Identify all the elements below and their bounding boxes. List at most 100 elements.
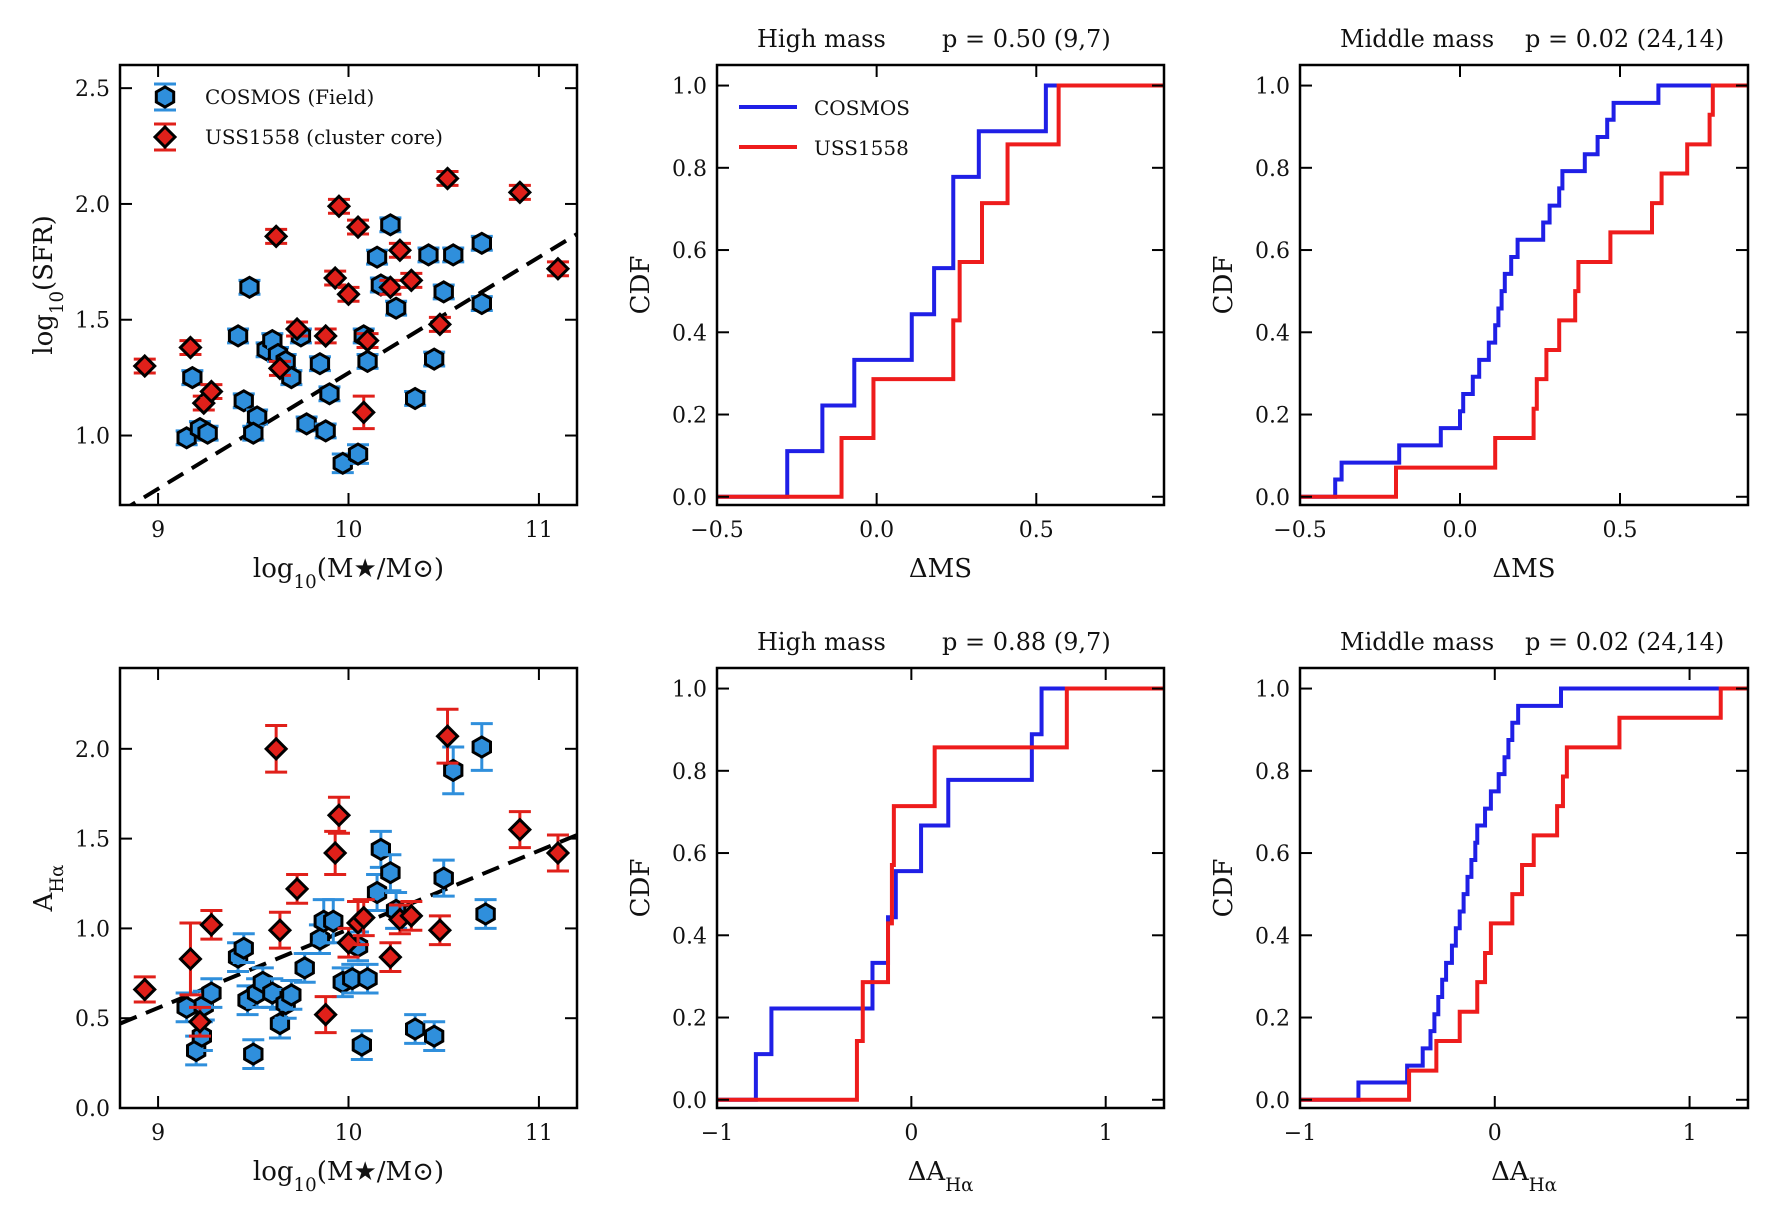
legend-label: USS1558 xyxy=(814,136,909,160)
cluster-point xyxy=(507,817,532,842)
field-point xyxy=(309,351,331,376)
panel-title: High mass xyxy=(757,25,886,53)
y-tick-label: 0.4 xyxy=(672,321,707,346)
x-axis-title: ΔMS xyxy=(1492,554,1555,584)
field-point xyxy=(319,382,340,406)
legend-label: COSMOS (Field) xyxy=(205,85,374,109)
y-tick-label: 2.0 xyxy=(75,193,110,218)
y-axis-title: CDF xyxy=(626,859,656,918)
cluster-point xyxy=(435,724,460,749)
y-axis-title: CDF xyxy=(626,256,656,315)
y-tick-label: 0.4 xyxy=(1255,924,1290,949)
x-tick-label: −1 xyxy=(701,1121,733,1146)
cluster-point xyxy=(267,918,293,943)
panel-stat: p = 0.88 (9,7) xyxy=(942,628,1111,656)
cluster-point xyxy=(187,1009,213,1034)
y-tick-label: 1.0 xyxy=(1255,75,1290,100)
x-tick-label: 0.0 xyxy=(859,518,894,543)
y-axis-title: AHα xyxy=(29,865,68,913)
x-tick-label: 10 xyxy=(335,518,363,543)
cluster-point xyxy=(313,323,338,349)
cluster-point xyxy=(264,224,289,249)
axes-frame xyxy=(118,63,579,507)
field-point xyxy=(471,291,492,316)
field-point xyxy=(201,981,222,1005)
y-tick-label: 0.6 xyxy=(672,239,707,264)
x-tick-label: 1 xyxy=(1099,1121,1113,1146)
axes-frame xyxy=(1298,63,1750,507)
panel-sfr_mass: 9 10 11 1.0 1.5 2.0 2.5 log10(M★/M⊙) log10(SFR) C… xyxy=(29,63,579,593)
axes-frame xyxy=(118,666,579,1110)
field-point xyxy=(366,880,388,905)
y-tick-label: 1.0 xyxy=(75,425,110,450)
cluster-point xyxy=(313,1002,338,1027)
cluster-point xyxy=(284,316,310,342)
cluster-point xyxy=(326,803,352,828)
y-tick-label: 2.5 xyxy=(75,77,110,102)
field-point xyxy=(309,927,331,951)
y-tick-label: 0.2 xyxy=(1255,1007,1290,1032)
field-point xyxy=(296,412,317,436)
cdf-line-uss1558 xyxy=(717,686,1164,1102)
field-point xyxy=(418,243,439,267)
y-tick-label: 0.6 xyxy=(1255,842,1290,867)
cdf-line-cosmos xyxy=(717,686,1164,1102)
x-axis-title: log10(M★/M⊙) xyxy=(253,1157,444,1196)
y-tick-label: 1.0 xyxy=(672,75,707,100)
panel-title: Middle mass xyxy=(1340,25,1494,53)
field-point xyxy=(405,1017,426,1041)
y-tick-label: 1.0 xyxy=(1255,678,1290,703)
y-tick-label: 0.4 xyxy=(672,924,707,949)
field-point xyxy=(347,442,369,466)
y-tick-label: 0.8 xyxy=(672,760,707,785)
x-tick-label: 1 xyxy=(1683,1121,1697,1146)
cluster-point xyxy=(132,977,157,1002)
cluster-point xyxy=(545,256,571,281)
y-tick-label: 1.5 xyxy=(75,309,110,334)
y-tick-label: 0.6 xyxy=(1255,239,1290,264)
field-point xyxy=(405,386,426,411)
cluster-point xyxy=(399,903,424,928)
field-point xyxy=(227,324,249,348)
y-tick-label: 0.8 xyxy=(1255,157,1290,182)
field-point xyxy=(182,365,203,390)
trend-line xyxy=(127,232,577,505)
cluster-point xyxy=(355,328,380,353)
cluster-point xyxy=(427,312,453,337)
data-layer xyxy=(717,83,1164,499)
cluster-point xyxy=(378,275,403,300)
legend-label: COSMOS xyxy=(814,96,910,120)
cluster-point xyxy=(351,400,376,425)
field-point xyxy=(433,866,454,890)
y-tick-label: 1.5 xyxy=(75,828,110,853)
cluster-point xyxy=(178,335,203,360)
cluster-point xyxy=(345,214,371,240)
x-tick-label: 0.5 xyxy=(1603,518,1638,543)
cluster-point xyxy=(199,379,224,404)
y-tick-label: 2.0 xyxy=(75,738,110,763)
y-tick-label: 0.2 xyxy=(1255,404,1290,429)
y-tick-label: 0.5 xyxy=(75,1007,110,1032)
y-tick-label: 0.6 xyxy=(672,842,707,867)
cdf-line-uss1558 xyxy=(1300,686,1748,1102)
y-axis-title: log10(SFR) xyxy=(29,215,68,355)
field-point xyxy=(357,349,378,374)
x-tick-label: 0.0 xyxy=(1443,518,1478,543)
legend-marker-cluster xyxy=(152,124,178,150)
y-tick-label: 0.8 xyxy=(672,157,707,182)
panel-title: High mass xyxy=(757,628,886,656)
y-tick-label: 0.0 xyxy=(672,1089,707,1114)
panel-cdf_aha_high: −1 0 1 0.0 0.2 0.4 0.6 0.8 1.0 ΔAHα CDF High mass p … xyxy=(626,628,1166,1196)
cluster-point xyxy=(132,353,157,379)
x-tick-label: 10 xyxy=(335,1121,363,1146)
field-point xyxy=(294,956,315,980)
x-tick-label: 0 xyxy=(1488,1121,1502,1146)
cluster-point xyxy=(427,918,453,943)
x-tick-label: 11 xyxy=(525,1121,553,1146)
panel-title: Middle mass xyxy=(1340,628,1494,656)
field-point xyxy=(233,936,254,960)
field-point xyxy=(243,421,264,445)
x-axis-title: ΔAHα xyxy=(908,1157,974,1196)
field-point xyxy=(281,983,302,1007)
cluster-point xyxy=(351,905,376,930)
